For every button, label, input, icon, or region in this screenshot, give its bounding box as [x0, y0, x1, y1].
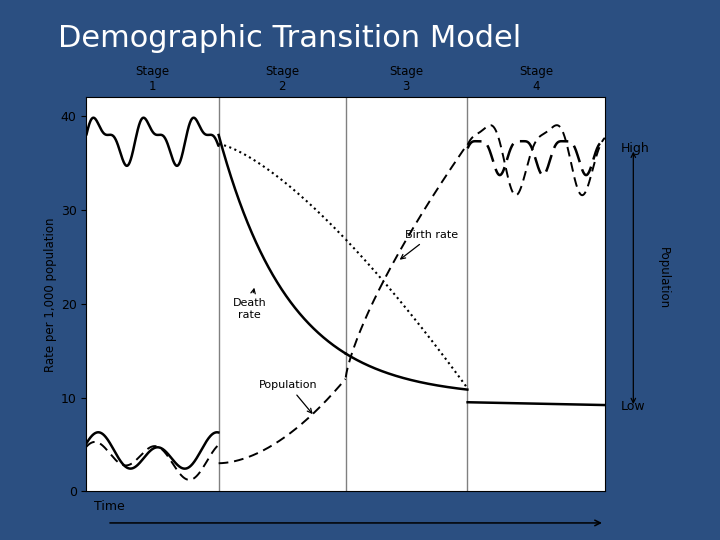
Text: Birth rate: Birth rate: [401, 230, 459, 259]
Text: Stage
4: Stage 4: [519, 65, 553, 93]
Text: Stage
2: Stage 2: [265, 65, 299, 93]
Text: High: High: [621, 143, 649, 156]
Text: Low: Low: [621, 401, 645, 414]
Y-axis label: Rate per 1,000 population: Rate per 1,000 population: [44, 217, 57, 372]
Text: Stage
3: Stage 3: [390, 65, 423, 93]
Text: Time: Time: [94, 500, 125, 514]
Text: Death
rate: Death rate: [233, 289, 266, 320]
Text: Demographic Transition Model: Demographic Transition Model: [58, 24, 521, 53]
Text: Population: Population: [657, 247, 670, 309]
Text: Stage
1: Stage 1: [135, 65, 169, 93]
Text: Population: Population: [259, 380, 318, 413]
